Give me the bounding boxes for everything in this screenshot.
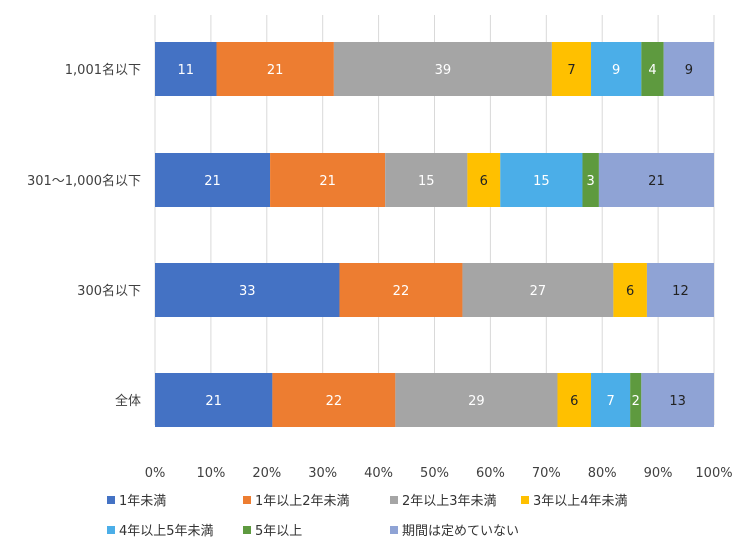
bar-segment <box>591 373 631 427</box>
legend-item: 1年未満 <box>107 490 166 509</box>
legend-swatch <box>107 495 115 504</box>
legend-label: 3年以上4年未満 <box>533 494 628 509</box>
data-label: 6 <box>570 394 578 409</box>
legend-item: 1年以上2年未満 <box>243 490 350 509</box>
legend-label: 1年以上2年未満 <box>255 494 350 509</box>
x-tick-label: 30% <box>308 466 337 481</box>
data-label: 7 <box>606 394 614 409</box>
data-label: 6 <box>626 284 634 299</box>
legend-swatch <box>107 525 115 534</box>
bar-segment <box>270 153 386 207</box>
bar-segment <box>155 153 271 207</box>
bar-segment <box>385 153 468 207</box>
x-tick-label: 0% <box>145 466 166 481</box>
bar-segment <box>216 42 334 96</box>
bar-segment <box>641 42 664 96</box>
x-tick-label: 90% <box>644 466 673 481</box>
legend-swatch <box>390 525 398 534</box>
data-label: 22 <box>326 394 343 409</box>
data-label: 7 <box>567 63 575 78</box>
x-tick-label: 20% <box>252 466 281 481</box>
x-tick-label: 50% <box>420 466 449 481</box>
x-tick-label: 100% <box>695 466 732 481</box>
legend-item: 3年以上4年未満 <box>521 490 628 509</box>
legend-item: 期間は定めていない <box>390 520 519 539</box>
data-label: 27 <box>530 284 547 299</box>
bar-segment <box>155 263 340 317</box>
y-category-label: 301～1,000名以下 <box>27 173 141 189</box>
x-tick-label: 80% <box>588 466 617 481</box>
data-label: 21 <box>319 174 336 189</box>
legend-swatch <box>521 495 529 504</box>
data-label: 6 <box>480 174 488 189</box>
legend-label: 4年以上5年未満 <box>119 524 214 539</box>
data-label: 9 <box>612 63 620 78</box>
legend-label: 期間は定めていない <box>402 524 520 539</box>
data-label: 3 <box>587 174 595 189</box>
data-label: 12 <box>672 284 689 299</box>
data-label: 4 <box>648 63 656 78</box>
bar-segment <box>339 263 463 317</box>
bar-segment <box>582 153 599 207</box>
data-label: 15 <box>533 174 550 189</box>
bar-segment <box>395 373 558 427</box>
legend-swatch <box>243 525 251 534</box>
data-label: 29 <box>468 394 485 409</box>
x-tick-label: 70% <box>532 466 561 481</box>
bar-segment <box>155 42 217 96</box>
legend-item: 2年以上3年未満 <box>390 490 497 509</box>
bar-segment <box>500 153 583 207</box>
x-tick-label: 10% <box>196 466 225 481</box>
bar-segment <box>591 42 642 96</box>
bar-segment <box>598 153 714 207</box>
bar-segment <box>613 263 647 317</box>
bar-segment <box>333 42 552 96</box>
data-label: 2 <box>632 394 640 409</box>
legend-item: 5年以上 <box>243 520 302 539</box>
legend-label: 5年以上 <box>255 524 303 539</box>
data-label: 13 <box>669 394 686 409</box>
y-category-label: 全体 <box>115 393 141 409</box>
x-tick-label: 60% <box>476 466 505 481</box>
data-label: 21 <box>205 394 222 409</box>
data-label: 39 <box>435 63 452 78</box>
data-label: 11 <box>177 63 194 78</box>
data-label: 9 <box>685 63 693 78</box>
legend-swatch <box>390 495 398 504</box>
bar-segment <box>663 42 714 96</box>
bar-segment <box>551 42 592 96</box>
bar-segment <box>557 373 592 427</box>
legend-swatch <box>243 495 251 504</box>
data-label: 21 <box>648 174 665 189</box>
legend-item: 4年以上5年未満 <box>107 520 214 539</box>
bar-segment <box>646 263 714 317</box>
legend-label: 1年未満 <box>119 494 167 509</box>
bar-segment <box>155 373 273 427</box>
bar-segment <box>272 373 396 427</box>
x-tick-label: 40% <box>364 466 393 481</box>
data-label: 15 <box>418 174 435 189</box>
y-category-label: 1,001名以下 <box>65 62 141 78</box>
data-label: 33 <box>239 284 256 299</box>
y-category-label: 300名以下 <box>77 283 141 299</box>
bar-segment <box>467 153 501 207</box>
bar-segment <box>462 263 614 317</box>
bar-segment <box>630 373 642 427</box>
bar-segment <box>641 373 714 427</box>
data-label: 21 <box>267 63 284 78</box>
legend-label: 2年以上3年未満 <box>402 494 497 509</box>
data-label: 21 <box>204 174 221 189</box>
data-label: 22 <box>393 284 410 299</box>
